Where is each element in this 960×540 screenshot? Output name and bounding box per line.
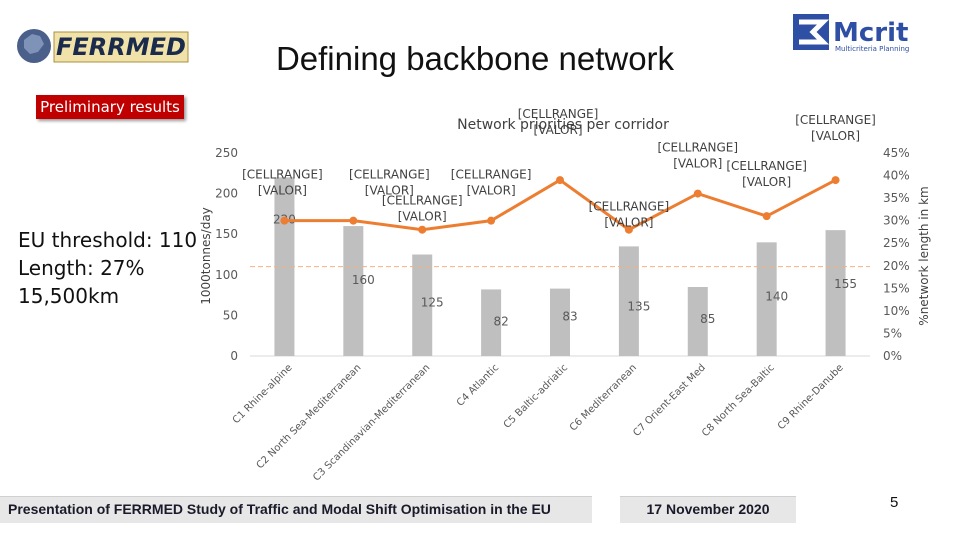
- line-label-value: [VALOR]: [604, 216, 653, 230]
- line-point: [693, 189, 702, 198]
- footer-bar: [0, 496, 592, 523]
- line-label-range: [CELLRANGE]: [795, 113, 876, 127]
- y2-tick-label: 20%: [883, 259, 910, 273]
- y2-tick-label: 40%: [883, 169, 910, 183]
- y-tick-label: 250: [215, 146, 238, 160]
- y-axis-title: 1000tonnes/day: [199, 207, 213, 305]
- category-label: C9 Rhine-Danube: [776, 362, 846, 432]
- line-label-value: [VALOR]: [398, 210, 447, 224]
- line-point: [418, 225, 427, 234]
- footer-date: 17 November 2020: [646, 501, 770, 517]
- line-label-range: [CELLRANGE]: [726, 159, 807, 173]
- bar: [825, 230, 846, 356]
- category-label: C6 Mediterranean: [568, 362, 639, 433]
- y-tick-label: 50: [223, 308, 238, 322]
- y-tick-label: 200: [215, 187, 238, 201]
- category-label: C5 Baltic-adriatic: [502, 362, 570, 430]
- line-point: [349, 216, 358, 225]
- bar: [550, 288, 570, 356]
- bar-value-label: 82: [493, 314, 508, 328]
- bar: [687, 286, 708, 356]
- line-label-value: [VALOR]: [258, 184, 307, 198]
- line-point: [556, 176, 564, 185]
- length-line: Length: 27%: [18, 256, 145, 280]
- ferrmed-logo: FERRMED: [10, 22, 190, 72]
- line-point: [624, 225, 633, 234]
- line-label-range: [CELLRANGE]: [242, 168, 323, 182]
- y2-tick-label: 10%: [883, 304, 910, 318]
- mcrit-logo: Mcrit Multicriteria Planning: [793, 14, 927, 54]
- km-line: 15,500km: [18, 284, 120, 308]
- bar-value-label: 125: [421, 296, 444, 310]
- mcrit-logo-text: Mcrit: [833, 18, 908, 48]
- line-point: [487, 216, 496, 225]
- y2-axis-title: %network length in km: [917, 186, 931, 325]
- line-point: [280, 216, 289, 225]
- bar: [412, 254, 433, 356]
- line-label-range: [CELLRANGE]: [589, 200, 670, 214]
- line-label-range: [CELLRANGE]: [518, 107, 599, 121]
- bar: [618, 246, 639, 356]
- y2-tick-label: 30%: [883, 214, 910, 228]
- line-label-value: [VALOR]: [467, 184, 516, 198]
- line-label-range: [CELLRANGE]: [382, 194, 463, 208]
- line-label-range: [CELLRANGE]: [349, 168, 430, 182]
- line-label-value: [VALOR]: [365, 184, 414, 198]
- bar-value-label: 85: [700, 312, 715, 326]
- chart-title: Network priorities per corridor: [457, 117, 669, 133]
- line-point: [762, 212, 771, 221]
- y-tick-label: 0: [230, 349, 238, 363]
- bar-value-label: 135: [627, 299, 650, 313]
- bar-value-label: 140: [765, 289, 788, 303]
- y2-tick-label: 45%: [883, 146, 910, 160]
- page-number: 5: [890, 494, 899, 511]
- y2-tick-label: 5%: [883, 326, 902, 340]
- ferrmed-logo-text: FERRMED: [56, 33, 186, 61]
- y2-tick-label: 25%: [883, 236, 910, 250]
- y2-tick-label: 15%: [883, 281, 910, 295]
- line-label-value: [VALOR]: [742, 175, 791, 189]
- threshold-note: EU threshold: 110 Length: 27% 15,500km: [18, 226, 197, 310]
- line-label-range: [CELLRANGE]: [657, 141, 738, 155]
- category-label: C8 North Sea-Baltic: [700, 362, 777, 439]
- bar: [343, 226, 364, 356]
- category-label: C3 Scandinavian-Mediterranean: [311, 362, 432, 483]
- line-point: [831, 176, 840, 185]
- slide-title: Defining backbone network: [275, 40, 675, 77]
- footer-date-bar: [620, 496, 796, 523]
- bar: [481, 289, 502, 356]
- bar-value-label: 83: [562, 310, 577, 324]
- threshold-line: EU threshold: 110: [18, 228, 198, 252]
- preliminary-results-badge: Preliminary results: [36, 95, 184, 119]
- footer-presentation-title: Presentation of FERRMED Study of Traffic…: [8, 501, 551, 517]
- bar: [756, 242, 777, 356]
- line-label-value: [VALOR]: [533, 123, 582, 137]
- y-tick-label: 100: [215, 268, 238, 282]
- bar-value-label: 155: [834, 277, 857, 291]
- y-tick-label: 150: [215, 227, 238, 241]
- mcrit-logo-subtext: Multicriteria Planning: [835, 45, 909, 53]
- line-label-range: [CELLRANGE]: [451, 168, 532, 182]
- y2-tick-label: 35%: [883, 191, 910, 205]
- line-label-value: [VALOR]: [811, 129, 860, 143]
- category-label: C7 Orient-East Med: [631, 362, 708, 439]
- bar-value-label: 160: [352, 273, 375, 287]
- category-label: C1 Rhine-alpine: [231, 362, 295, 426]
- line-label-value: [VALOR]: [673, 157, 722, 171]
- y2-tick-label: 0%: [883, 349, 902, 363]
- category-label: C4 Atlantic: [455, 362, 501, 408]
